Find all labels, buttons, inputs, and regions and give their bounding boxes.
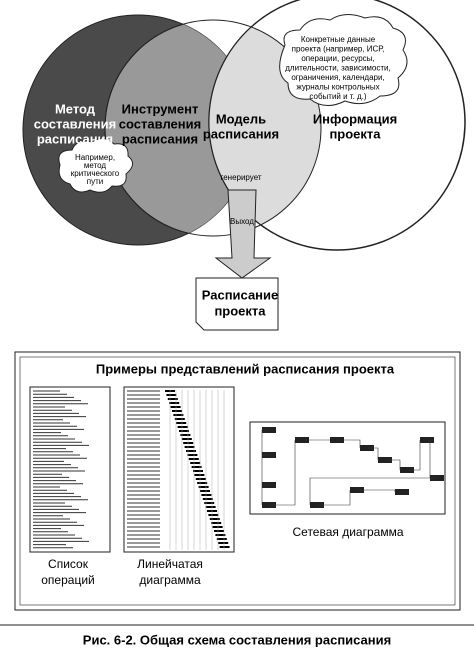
link [270, 440, 296, 506]
method-cloud [58, 138, 133, 193]
info-label: Информация [313, 111, 397, 126]
info-details: событий и т. д.) [309, 92, 367, 101]
model-label: Модель [216, 111, 266, 126]
link [318, 490, 351, 506]
model-area [208, 20, 321, 236]
example-label: диаграмма [139, 573, 201, 587]
link [428, 439, 431, 478]
info-details: операции, ресурсы, [301, 54, 374, 63]
method-label: расписания [37, 131, 113, 146]
generates-label: генерирует [220, 173, 261, 182]
info-details: журналы контрольных [296, 83, 379, 92]
info-label: проекта [329, 126, 381, 141]
info-details: ограничения, календари, [291, 73, 384, 82]
tool-outline [104, 19, 322, 237]
model-label: расписания [203, 126, 279, 141]
node [395, 489, 409, 495]
info-cloud [279, 14, 408, 106]
info-details: длительности, зависимости, [285, 64, 390, 73]
link [261, 429, 270, 455]
tool-label: составления [119, 116, 201, 131]
example-label: Список [48, 557, 89, 571]
link [368, 447, 379, 460]
link [386, 459, 401, 470]
info-details: проекта (например, ИСР, [292, 45, 385, 54]
method-example: Например, [75, 153, 115, 162]
example-label: операций [41, 573, 94, 587]
node [330, 437, 344, 443]
method-label: составления [34, 116, 116, 131]
node [350, 487, 364, 493]
node [295, 437, 309, 443]
link [261, 484, 270, 505]
output-label: Выход [230, 217, 254, 226]
node [262, 502, 276, 508]
example-label: Линейчатая [137, 557, 203, 571]
method-example: пути [87, 177, 103, 186]
examples-title: Примеры представлений расписания проекта [96, 361, 395, 376]
node [360, 445, 374, 451]
link [408, 440, 421, 471]
thumbnails [29, 386, 446, 553]
schedule-label: проекта [214, 303, 266, 318]
example-label: Сетевая диаграмма [293, 525, 404, 539]
method-example: метод [84, 161, 107, 170]
method-example: критического [71, 169, 120, 178]
network [249, 421, 446, 515]
output-arrow [214, 189, 272, 279]
info-details: Конкретные данные [301, 35, 376, 44]
activity-list [29, 386, 111, 553]
caption: Рис. 6-2. Общая схема составления распис… [83, 632, 391, 647]
node [400, 467, 414, 473]
tool-label: Инструмент [122, 101, 199, 116]
node [310, 502, 324, 508]
method-label: Метод [55, 101, 96, 116]
tool-label: расписания [122, 131, 198, 146]
schedule-box [195, 277, 279, 331]
node [420, 437, 434, 443]
schedule-label: Расписание [202, 287, 279, 302]
node [378, 457, 392, 463]
link [261, 454, 270, 485]
link [309, 477, 438, 505]
